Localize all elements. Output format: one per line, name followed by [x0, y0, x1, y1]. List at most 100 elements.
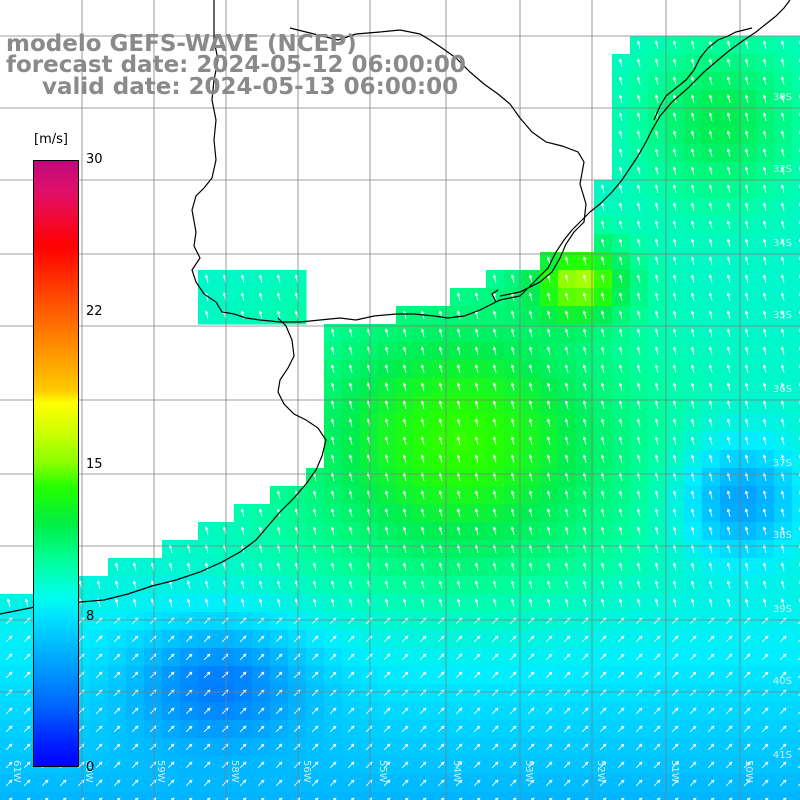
wind-speed-cell — [792, 90, 800, 109]
wind-arrow — [131, 725, 139, 733]
lat-label: 34S — [773, 238, 792, 249]
wind-arrow — [5, 635, 13, 643]
wind-arrow — [780, 292, 785, 301]
wind-arrow — [528, 508, 533, 517]
wind-arrow — [257, 761, 265, 769]
wind-arrow — [618, 508, 623, 517]
wind-arrow — [708, 436, 713, 445]
wind-arrow — [257, 743, 265, 751]
wind-arrow — [708, 364, 713, 373]
wind-arrow — [510, 382, 515, 391]
wind-arrow — [546, 292, 551, 301]
wind-arrow — [690, 238, 695, 247]
wind-arrow — [437, 761, 445, 769]
wind-arrow — [419, 725, 427, 733]
wind-arrow — [582, 490, 587, 499]
wind-speed-cell — [792, 72, 800, 91]
wind-arrow — [689, 761, 697, 769]
wind-arrow — [167, 653, 175, 661]
wind-arrow — [402, 382, 407, 391]
wind-arrow — [689, 671, 697, 679]
wind-arrow — [458, 797, 463, 800]
wind-arrow — [726, 292, 731, 301]
wind-arrow — [455, 743, 463, 751]
wind-arrow — [492, 562, 497, 571]
wind-arrow — [707, 743, 715, 751]
wind-arrow — [690, 130, 695, 139]
wind-speed-cell — [792, 54, 800, 73]
wind-arrow — [402, 400, 407, 409]
wind-arrow — [671, 779, 679, 787]
wind-arrow — [383, 635, 391, 643]
wind-arrow — [329, 653, 337, 661]
wind-arrow — [95, 707, 103, 715]
wind-arrow — [420, 508, 425, 517]
wind-arrow — [330, 418, 335, 427]
wind-arrow — [725, 779, 733, 787]
wind-arrow — [708, 94, 713, 103]
wind-arrow — [653, 671, 661, 679]
wind-speed-cell — [378, 792, 397, 800]
wind-speed-cell — [432, 792, 451, 800]
wind-arrow — [708, 166, 713, 175]
wind-arrow — [672, 472, 677, 481]
wind-arrow — [260, 797, 265, 800]
title-model: modelo GEFS-WAVE (NCEP) — [6, 31, 357, 57]
wind-arrow — [474, 580, 479, 589]
lon-label: 59W — [155, 760, 166, 783]
wind-arrow — [599, 725, 607, 733]
wind-arrow — [600, 436, 605, 445]
wind-arrow — [491, 707, 499, 715]
wind-arrow — [690, 94, 695, 103]
wind-arrow — [725, 671, 733, 679]
wind-speed-cell — [198, 792, 217, 800]
wind-arrow — [762, 130, 767, 139]
wind-speed-cell — [18, 792, 37, 800]
wind-arrow — [546, 472, 551, 481]
wind-arrow — [707, 779, 715, 787]
wind-arrow — [762, 526, 767, 535]
wind-arrow — [690, 292, 695, 301]
wind-arrow — [618, 436, 623, 445]
wind-arrow — [384, 508, 389, 517]
wind-arrow — [600, 310, 605, 319]
wind-arrow — [402, 328, 407, 337]
wind-arrow — [348, 328, 353, 337]
wind-arrow — [743, 743, 751, 751]
wind-arrow — [690, 346, 695, 355]
wind-speed-cell — [108, 792, 127, 800]
wind-arrow — [510, 526, 515, 535]
wind-arrow — [671, 725, 679, 733]
wind-arrow — [258, 310, 263, 319]
wind-arrow — [780, 364, 785, 373]
wind-arrow — [384, 382, 389, 391]
wind-arrow — [635, 725, 643, 733]
wind-arrow — [690, 58, 695, 67]
wind-arrow — [258, 544, 263, 553]
wind-arrow — [620, 797, 625, 800]
wind-speed-cell — [792, 396, 800, 415]
wind-arrow — [312, 598, 317, 607]
wind-arrow — [761, 779, 769, 787]
title-valid-date: valid date: 2024-05-13 06:00:00 — [42, 74, 459, 100]
wind-arrow — [257, 653, 265, 661]
wind-arrow — [23, 761, 31, 769]
wind-arrow — [600, 562, 605, 571]
wind-arrow — [689, 779, 697, 787]
wind-arrow — [509, 671, 517, 679]
wind-arrow — [654, 148, 659, 157]
wind-arrow — [95, 635, 103, 643]
wind-arrow — [708, 508, 713, 517]
wind-arrow — [546, 346, 551, 355]
wind-arrow — [744, 130, 749, 139]
wind-arrow — [185, 779, 193, 787]
wind-arrow — [672, 184, 677, 193]
wind-arrow — [618, 184, 623, 193]
wind-arrow — [330, 490, 335, 499]
wind-arrow — [41, 779, 49, 787]
wind-arrow — [726, 346, 731, 355]
wind-arrow — [690, 148, 695, 157]
wind-arrow — [402, 472, 407, 481]
wind-arrow — [527, 707, 535, 715]
